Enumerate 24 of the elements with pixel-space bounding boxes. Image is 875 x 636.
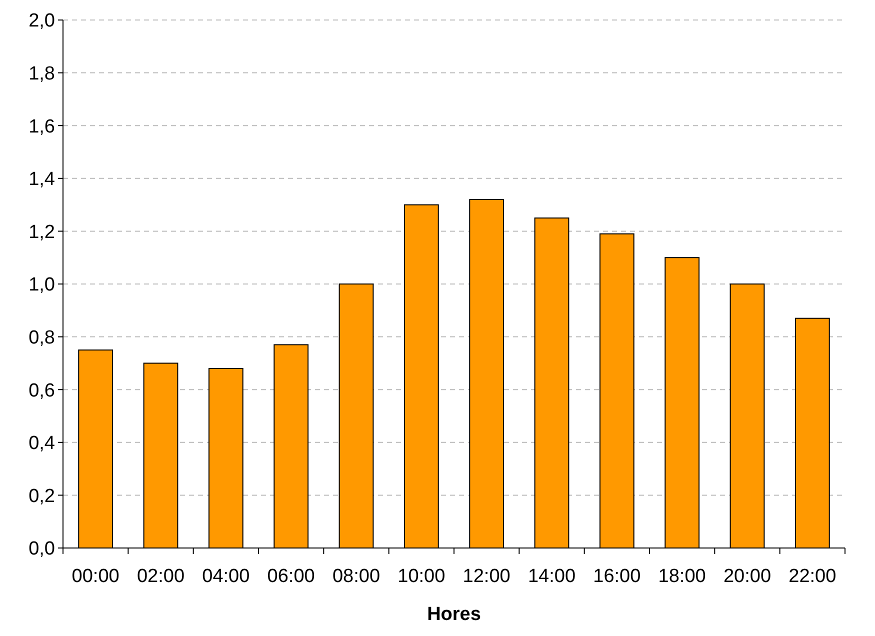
x-tick-label: 10:00 bbox=[398, 566, 446, 587]
y-tick-label: 1,4 bbox=[28, 169, 56, 190]
x-tick-label: 02:00 bbox=[136, 566, 185, 587]
y-tick-label: 0,6 bbox=[28, 380, 55, 402]
y-tick-label: 0,2 bbox=[28, 486, 55, 507]
y-tick-label: 2,0 bbox=[28, 10, 55, 32]
y-tick-label: 0,4 bbox=[28, 433, 56, 454]
x-tick-label: 14:00 bbox=[528, 566, 576, 587]
x-tick-label: 16:00 bbox=[593, 566, 641, 587]
y-tick-label: 1,6 bbox=[28, 116, 55, 138]
x-tick-label: 08:00 bbox=[332, 566, 380, 587]
x-tick-label: 00:00 bbox=[72, 566, 120, 587]
x-axis-title: Hores bbox=[427, 604, 481, 625]
y-tick-label: 0,8 bbox=[28, 327, 55, 348]
x-tick-label: 12:00 bbox=[462, 566, 510, 587]
y-tick-label: 0,0 bbox=[28, 538, 55, 560]
x-tick-label: 18:00 bbox=[658, 566, 706, 587]
x-tick-label: 20:00 bbox=[723, 566, 772, 587]
y-tick-label: 1,0 bbox=[28, 274, 55, 296]
y-tick-label: 1,2 bbox=[28, 222, 55, 243]
y-tick-label: 1,8 bbox=[28, 63, 55, 84]
x-tick-label: 04:00 bbox=[202, 566, 250, 587]
x-tick-label: 06:00 bbox=[267, 566, 315, 587]
x-tick-label: 22:00 bbox=[788, 566, 836, 587]
